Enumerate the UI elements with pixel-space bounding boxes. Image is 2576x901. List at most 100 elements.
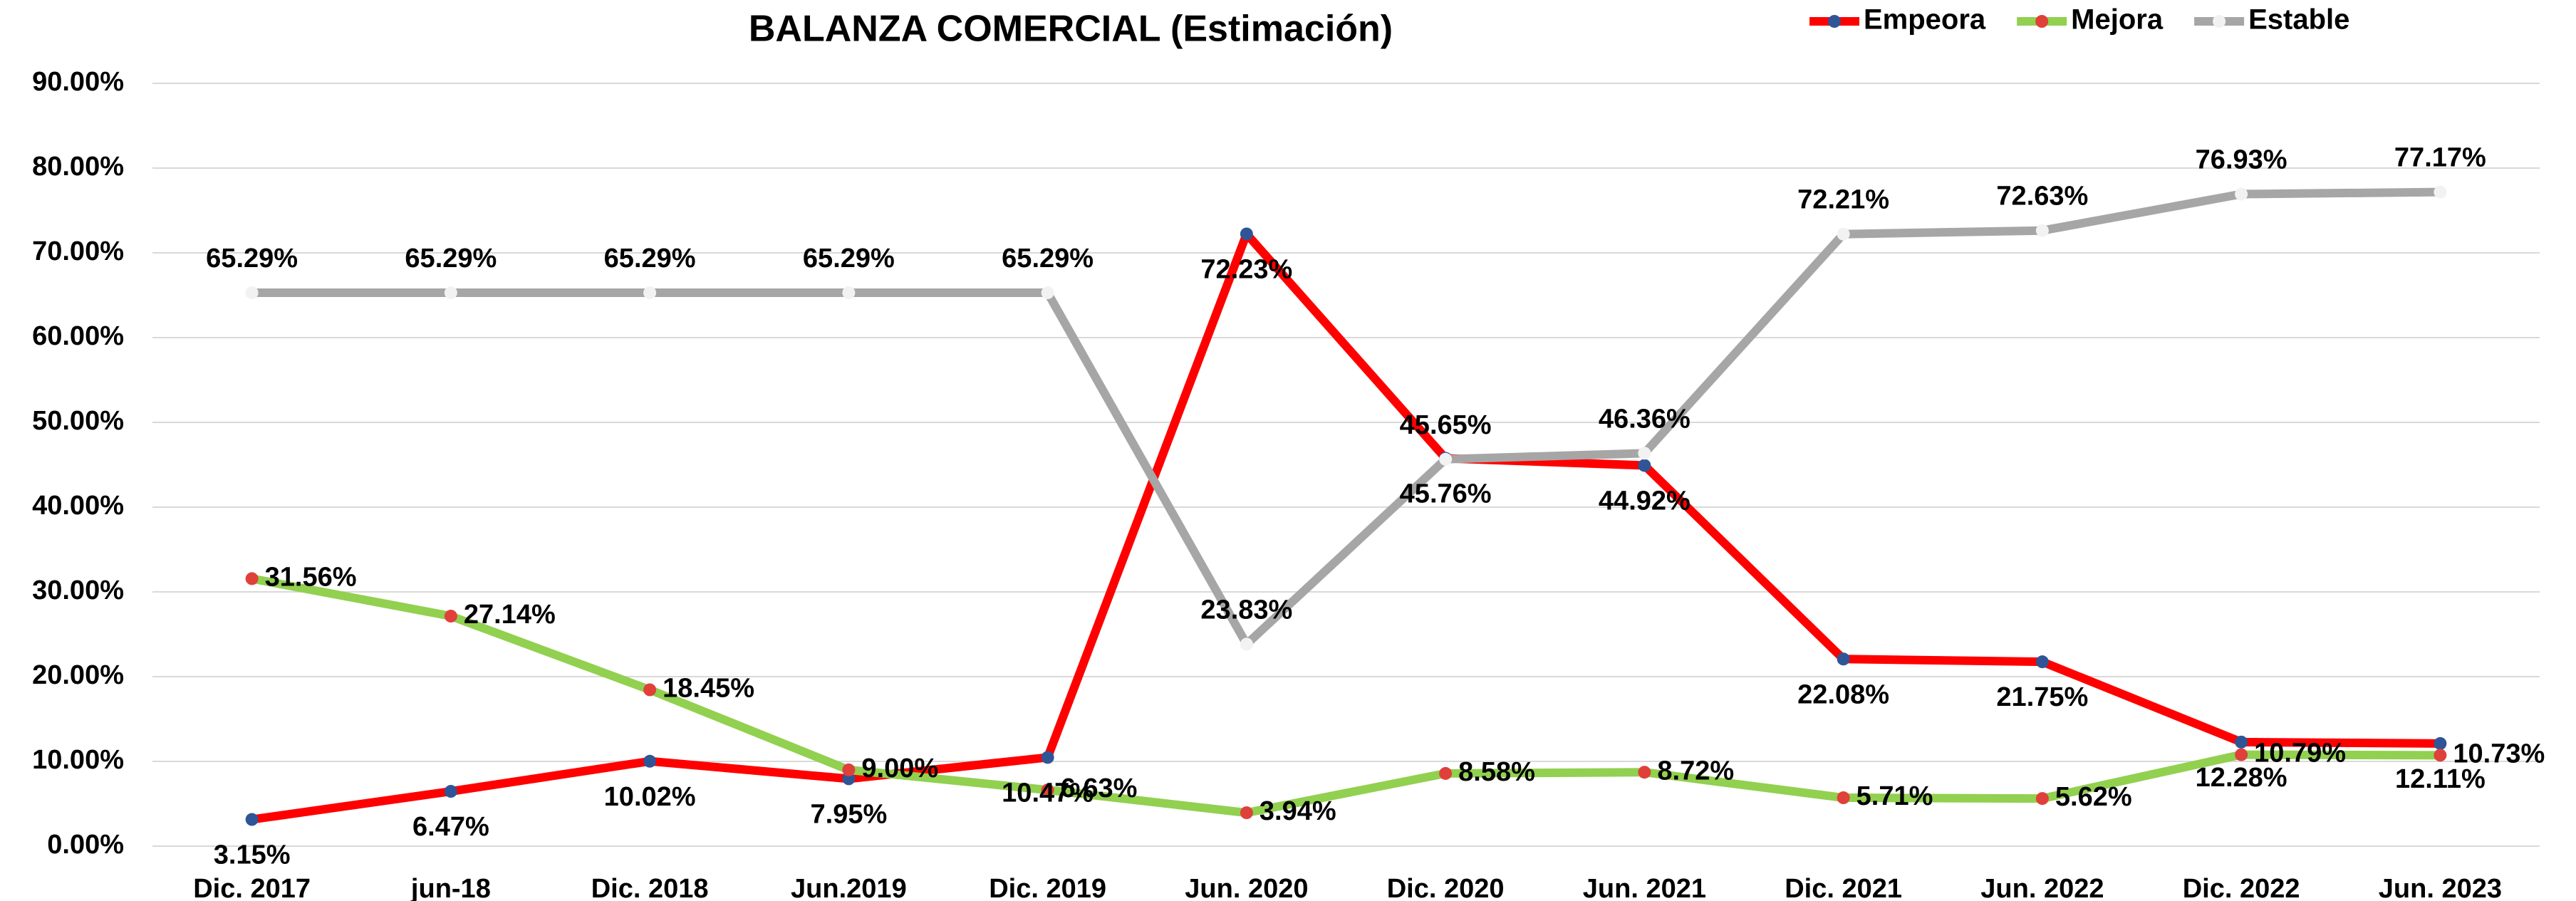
y-tick-label: 30.00%	[32, 576, 124, 605]
y-tick-label: 70.00%	[32, 236, 124, 266]
data-point	[1041, 783, 1054, 797]
data-point	[1837, 791, 1850, 805]
data-point	[2035, 792, 2049, 806]
x-tick-label: Jun. 2021	[1583, 874, 1706, 901]
data-label: 5.71%	[1856, 781, 1933, 811]
data-label: 46.36%	[1599, 404, 1690, 434]
data-point	[2434, 749, 2447, 762]
data-label: 9.00%	[861, 754, 938, 783]
data-point	[444, 785, 457, 798]
data-label: 72.63%	[1996, 182, 2088, 212]
legend-marker	[2213, 15, 2226, 28]
data-point	[1041, 286, 1054, 300]
data-label: 12.11%	[2395, 764, 2486, 794]
data-label: 3.94%	[1260, 796, 1336, 826]
data-point	[444, 610, 457, 623]
data-label: 44.92%	[1599, 486, 1690, 516]
data-label: 6.47%	[412, 812, 489, 842]
data-point	[842, 763, 856, 776]
legend-label: Mejora	[2071, 4, 2164, 36]
y-tick-label: 80.00%	[32, 152, 124, 182]
data-point	[1439, 452, 1453, 466]
x-tick-label: Jun. 2020	[1185, 874, 1308, 901]
data-label: 21.75%	[1996, 682, 2088, 712]
y-tick-label: 10.00%	[32, 745, 124, 775]
data-label: 10.73%	[2453, 739, 2545, 769]
data-label: 3.15%	[214, 840, 291, 870]
y-tick-label: 50.00%	[32, 406, 124, 436]
data-label: 8.72%	[1657, 756, 1734, 786]
data-point	[444, 286, 457, 300]
data-point	[1439, 766, 1453, 780]
x-tick-label: Dic. 2022	[2183, 874, 2300, 901]
data-label: 10.47%	[1002, 778, 1094, 808]
data-label: 8.58%	[1458, 757, 1535, 787]
data-label: 27.14%	[464, 600, 556, 630]
data-point	[2235, 748, 2248, 761]
data-point	[1837, 227, 1850, 241]
data-label: 7.95%	[811, 799, 888, 829]
series-line	[251, 574, 2441, 818]
x-tick-label: Dic. 2019	[989, 874, 1106, 901]
series-line	[251, 229, 2441, 824]
data-point	[2235, 735, 2248, 749]
data-label: 65.29%	[1002, 244, 1094, 274]
data-label: 65.29%	[803, 244, 895, 274]
y-tick-label: 90.00%	[32, 67, 124, 97]
data-label: 10.02%	[604, 782, 696, 812]
data-point	[245, 286, 259, 300]
data-point	[1240, 637, 1253, 651]
data-point	[1638, 766, 1651, 779]
series-line	[251, 187, 2441, 649]
data-label: 10.79%	[2254, 739, 2346, 769]
data-point	[2434, 736, 2447, 750]
data-label: 72.23%	[1200, 254, 1292, 284]
data-point	[1638, 447, 1651, 460]
legend-label: Empeora	[1864, 4, 1986, 36]
y-tick-label: 60.00%	[32, 321, 124, 351]
data-label: 45.76%	[1400, 479, 1492, 509]
data-label: 72.21%	[1797, 185, 1889, 215]
data-point	[643, 754, 657, 768]
data-point	[1240, 227, 1253, 241]
data-point	[842, 772, 856, 786]
data-point	[245, 572, 259, 585]
x-tick-label: Jun. 2023	[2379, 874, 2502, 901]
data-point	[1041, 751, 1054, 764]
data-point	[2035, 655, 2049, 669]
data-point	[842, 286, 856, 300]
data-point	[643, 286, 657, 300]
data-label: 12.28%	[2196, 763, 2287, 793]
x-tick-label: Jun.2019	[791, 874, 907, 901]
data-point	[245, 813, 259, 826]
data-label: 77.17%	[2394, 143, 2486, 173]
data-point	[2235, 187, 2248, 201]
x-tick-label: Dic. 2020	[1387, 874, 1505, 901]
data-point	[643, 683, 657, 697]
data-label: 31.56%	[265, 562, 357, 592]
data-label: 23.83%	[1200, 595, 1292, 625]
data-label: 65.29%	[604, 244, 696, 274]
data-point	[1240, 806, 1253, 820]
data-label: 5.62%	[2055, 782, 2132, 812]
y-tick-label: 40.00%	[32, 491, 124, 521]
data-label: 45.65%	[1400, 410, 1492, 440]
data-label: 76.93%	[2196, 145, 2287, 175]
x-tick-label: Dic. 2021	[1785, 874, 1902, 901]
data-label: 6.63%	[1061, 774, 1138, 803]
y-tick-label: 0.00%	[47, 830, 124, 860]
x-tick-label: Dic. 2018	[591, 874, 709, 901]
chart-title: BALANZA COMERCIAL (Estimación)	[749, 9, 1393, 50]
data-label: 18.45%	[663, 673, 754, 703]
legend-label: Estable	[2248, 4, 2349, 36]
data-point	[2035, 224, 2049, 237]
x-tick-label: Jun. 2022	[1980, 874, 2104, 901]
data-point	[2434, 185, 2447, 199]
data-point	[1837, 652, 1850, 666]
data-label: 22.08%	[1797, 679, 1889, 709]
x-tick-label: jun-18	[410, 874, 491, 901]
legend-marker	[2035, 15, 2049, 28]
data-label: 65.29%	[405, 244, 497, 274]
y-tick-label: 20.00%	[32, 660, 124, 690]
